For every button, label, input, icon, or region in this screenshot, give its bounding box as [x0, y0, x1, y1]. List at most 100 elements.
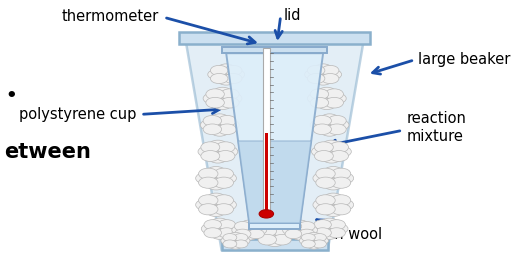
Circle shape	[331, 120, 349, 130]
Circle shape	[248, 222, 264, 231]
Circle shape	[208, 152, 228, 163]
Circle shape	[218, 115, 236, 126]
Circle shape	[332, 146, 351, 157]
Circle shape	[324, 167, 343, 178]
Text: cotton wool: cotton wool	[297, 227, 382, 242]
Circle shape	[314, 64, 332, 74]
Circle shape	[312, 146, 330, 157]
Circle shape	[211, 229, 229, 239]
Circle shape	[308, 65, 325, 76]
Circle shape	[321, 73, 339, 84]
Circle shape	[334, 199, 353, 210]
Circle shape	[199, 177, 218, 188]
Circle shape	[301, 240, 315, 248]
Circle shape	[311, 224, 329, 234]
Text: large beaker: large beaker	[418, 52, 510, 67]
Circle shape	[310, 120, 329, 130]
Circle shape	[292, 225, 309, 235]
Circle shape	[199, 204, 218, 215]
Circle shape	[322, 140, 341, 151]
Circle shape	[211, 65, 228, 76]
Circle shape	[255, 230, 273, 241]
Circle shape	[213, 87, 232, 98]
Polygon shape	[222, 47, 327, 53]
Circle shape	[248, 229, 264, 239]
Circle shape	[314, 228, 331, 238]
Circle shape	[314, 142, 333, 153]
Circle shape	[313, 199, 332, 210]
Circle shape	[298, 229, 315, 239]
Circle shape	[250, 225, 267, 235]
Circle shape	[213, 99, 232, 110]
Circle shape	[317, 93, 336, 104]
Polygon shape	[221, 239, 328, 250]
Circle shape	[211, 126, 229, 136]
Circle shape	[234, 222, 251, 231]
Circle shape	[328, 115, 346, 126]
Circle shape	[313, 124, 331, 135]
Circle shape	[325, 97, 344, 108]
Circle shape	[201, 224, 219, 234]
Circle shape	[334, 173, 353, 184]
Circle shape	[208, 146, 228, 157]
Circle shape	[203, 93, 221, 104]
Circle shape	[331, 168, 351, 179]
Bar	[263, 48, 269, 215]
Circle shape	[321, 65, 339, 76]
Circle shape	[265, 230, 284, 241]
Circle shape	[331, 195, 351, 206]
Polygon shape	[249, 223, 300, 229]
Circle shape	[199, 168, 218, 179]
Circle shape	[214, 195, 233, 206]
Circle shape	[216, 142, 235, 153]
Circle shape	[234, 234, 248, 242]
Circle shape	[213, 93, 232, 104]
Circle shape	[330, 142, 348, 153]
Circle shape	[314, 69, 332, 80]
Circle shape	[322, 152, 341, 163]
Circle shape	[324, 205, 343, 217]
Circle shape	[324, 199, 343, 210]
Circle shape	[283, 225, 299, 235]
Circle shape	[331, 204, 351, 215]
Circle shape	[206, 193, 225, 204]
Circle shape	[310, 89, 329, 99]
Circle shape	[200, 120, 219, 130]
Circle shape	[206, 89, 224, 99]
Polygon shape	[179, 32, 370, 44]
Circle shape	[273, 226, 291, 236]
Circle shape	[314, 151, 333, 161]
Circle shape	[206, 199, 225, 210]
Circle shape	[218, 228, 235, 238]
Circle shape	[214, 204, 233, 215]
Circle shape	[308, 73, 325, 84]
Circle shape	[214, 177, 233, 188]
Circle shape	[324, 179, 343, 190]
Circle shape	[241, 225, 257, 235]
Circle shape	[217, 64, 235, 74]
Text: •: •	[6, 87, 17, 105]
Circle shape	[310, 97, 329, 108]
Circle shape	[204, 220, 221, 230]
Circle shape	[317, 99, 336, 110]
Circle shape	[221, 224, 238, 234]
Circle shape	[316, 168, 335, 179]
Circle shape	[328, 124, 346, 135]
Circle shape	[265, 236, 284, 247]
Circle shape	[206, 205, 225, 217]
Circle shape	[206, 167, 225, 178]
Circle shape	[320, 114, 339, 124]
Text: lid: lid	[284, 8, 301, 23]
Circle shape	[313, 240, 326, 248]
Circle shape	[299, 237, 313, 245]
Circle shape	[218, 124, 236, 135]
Circle shape	[217, 173, 236, 184]
Circle shape	[206, 179, 225, 190]
Text: etween: etween	[4, 142, 91, 162]
Circle shape	[313, 173, 332, 184]
Circle shape	[317, 87, 336, 98]
Circle shape	[321, 224, 338, 234]
Text: polystyrene cup: polystyrene cup	[19, 107, 136, 122]
Circle shape	[234, 229, 251, 239]
Circle shape	[328, 228, 345, 238]
